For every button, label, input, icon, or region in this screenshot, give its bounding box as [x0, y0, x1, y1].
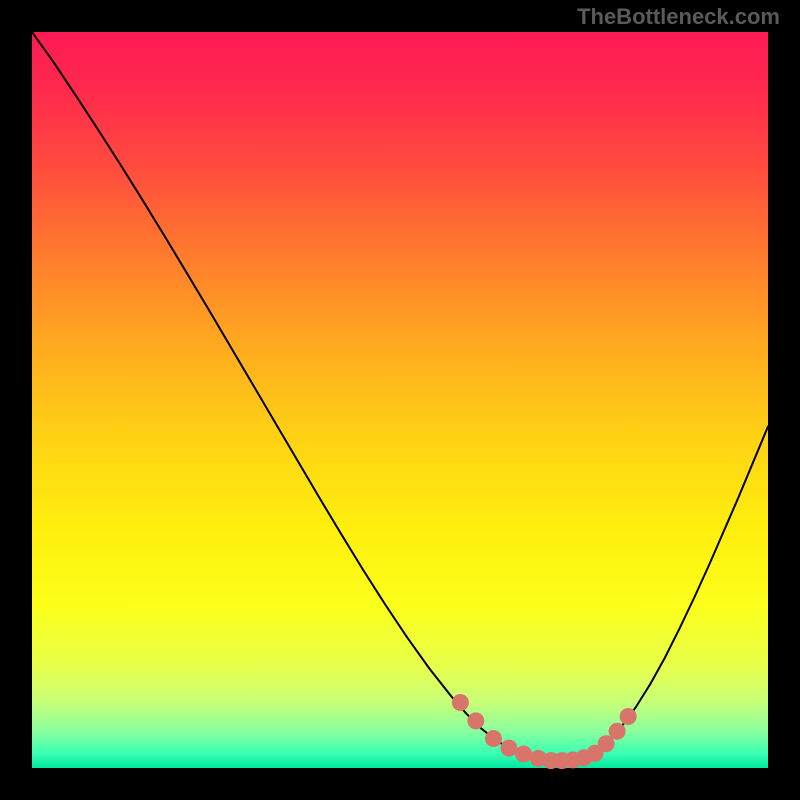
chart-frame: TheBottleneck.com [0, 0, 800, 800]
marker-dot [452, 694, 469, 711]
watermark-text: TheBottleneck.com [577, 4, 780, 30]
marker-dot [500, 740, 517, 757]
bottleneck-curve-chart [0, 0, 800, 800]
marker-dot [620, 708, 637, 725]
marker-dot [467, 712, 484, 729]
marker-dot [485, 730, 502, 747]
marker-dot [609, 723, 626, 740]
marker-dot [515, 746, 532, 763]
plot-background-gradient [32, 32, 768, 768]
